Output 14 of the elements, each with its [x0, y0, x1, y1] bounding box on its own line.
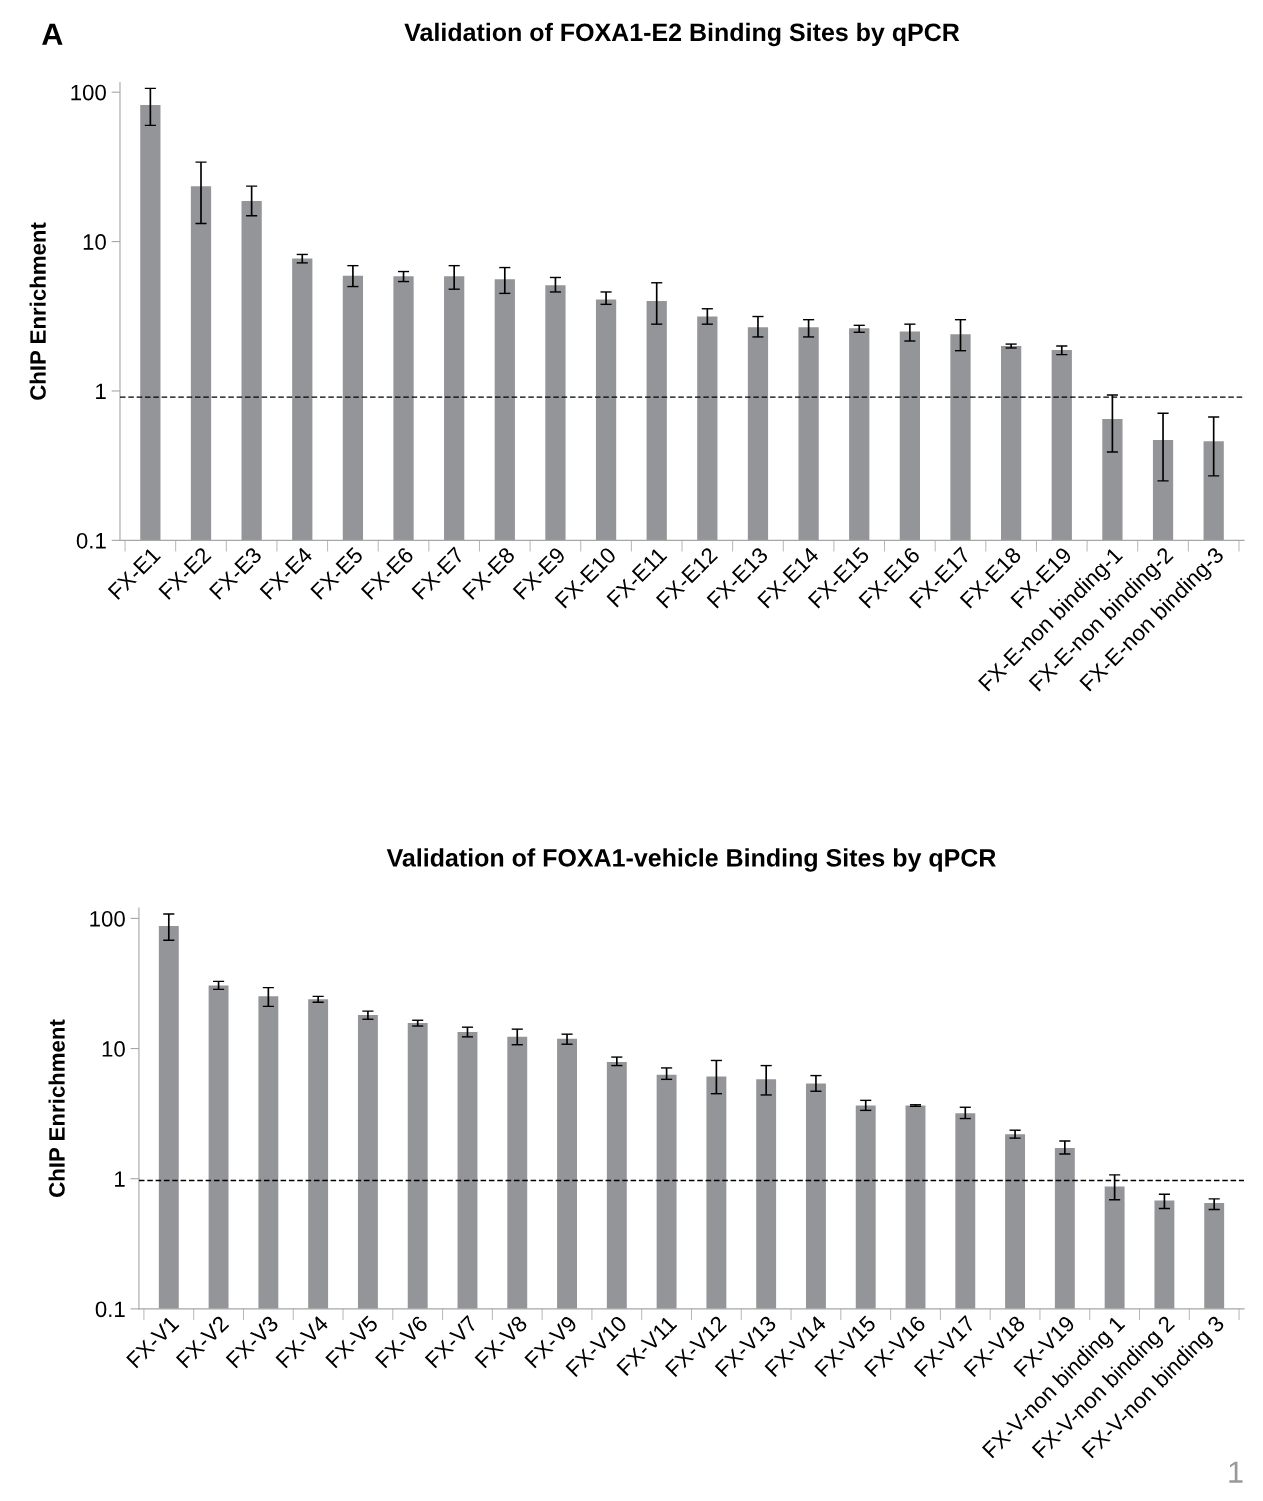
chart-title: Validation of FOXA1-vehicle Binding Sites by qPCR: [386, 848, 996, 872]
y-tick-label: 100: [90, 910, 125, 927]
y-tick-label: 100: [71, 84, 106, 101]
y-tick-label: 10: [102, 1041, 125, 1057]
y-axis-title: ChIP Enrichment: [29, 222, 46, 400]
y-tick-label: 0.1: [76, 532, 106, 549]
chart-title: Validation of FOXA1-E2 Binding Sites by qPCR: [404, 22, 960, 47]
text: 1: [1229, 1461, 1243, 1483]
y-tick-label: 1: [96, 383, 106, 400]
y-tick-label: 10: [83, 234, 106, 250]
text: A: [42, 23, 63, 45]
y-tick-label: 0.1: [95, 1301, 125, 1318]
y-tick-label: 1: [115, 1171, 125, 1187]
y-axis-title: ChIP Enrichment: [48, 1019, 65, 1197]
